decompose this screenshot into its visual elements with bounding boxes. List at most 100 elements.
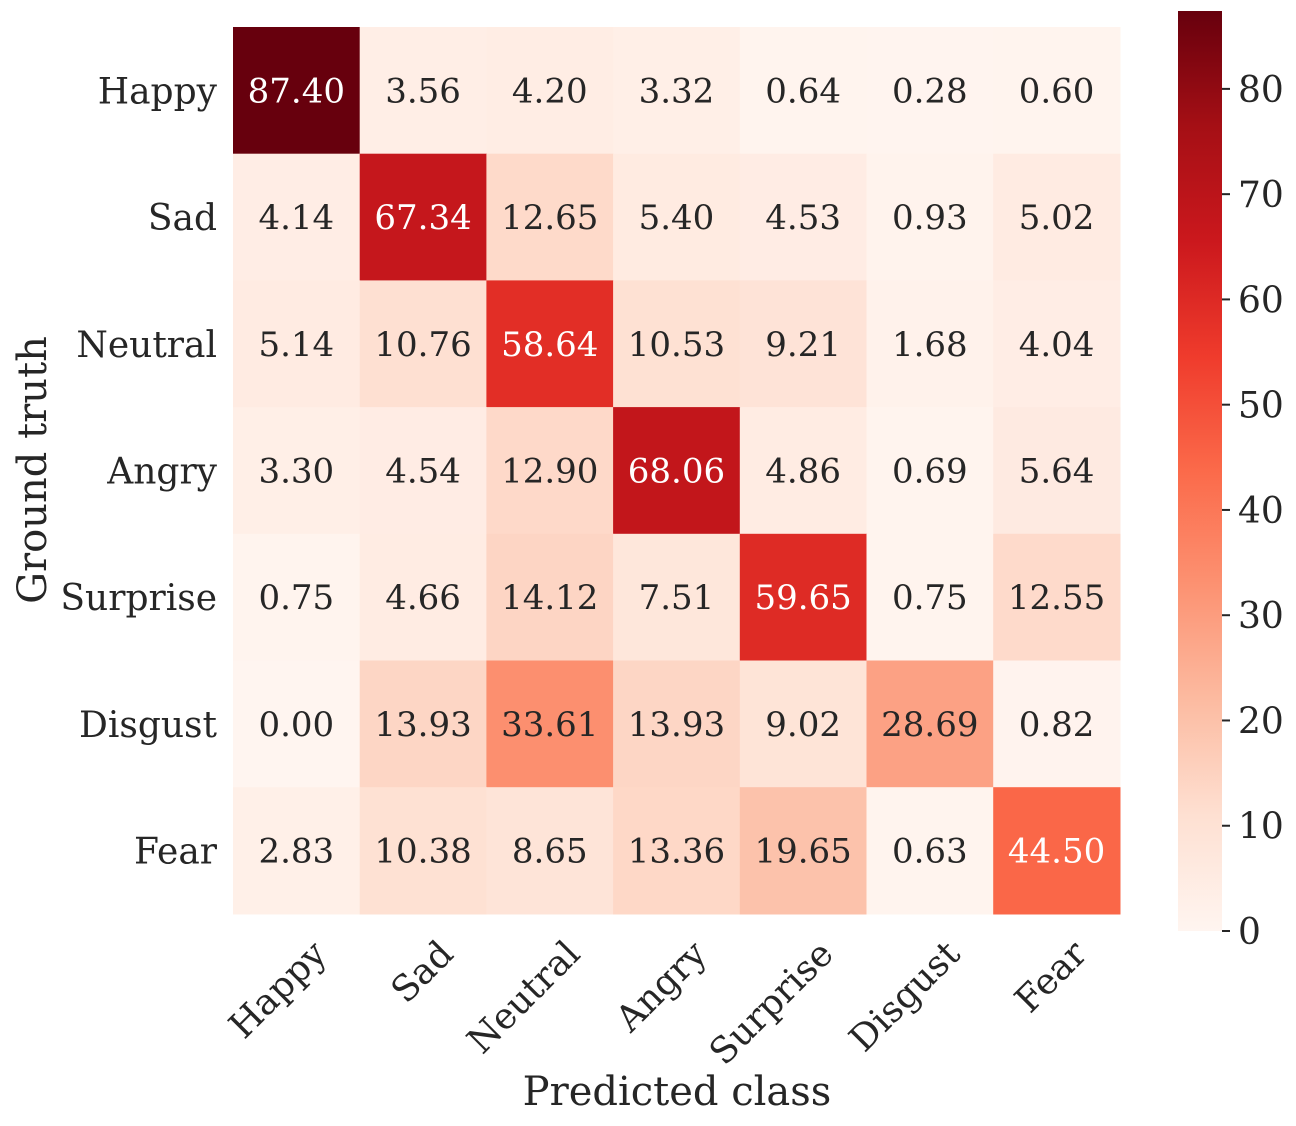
heatmap-cell [233,533,361,662]
heatmap-cell-value: 5.14 [258,325,334,365]
heatmap-cell-value: 7.51 [639,578,715,618]
heatmap-cell-value: 3.32 [639,71,715,111]
heatmap-cell-value: 4.53 [765,198,841,238]
heatmap-cell [866,280,994,408]
heatmap-cell [486,660,614,788]
heatmap-cell [739,27,868,155]
heatmap-cell [613,153,741,281]
heatmap-cell [359,660,487,788]
heatmap-cell-value: 14.12 [501,578,598,618]
colorbar-tick-label: 10 [1238,807,1284,848]
colorbar-tick-label: 40 [1238,491,1284,532]
heatmap-cell [866,533,994,662]
heatmap-cell [866,660,994,788]
colorbar-tick-label: 60 [1238,280,1284,321]
heatmap-cell [613,407,741,535]
heatmap-cell-value: 0.75 [258,578,334,618]
y-axis-label: Ground truth [10,336,56,604]
colorbar-tick-label: 70 [1238,175,1284,216]
heatmap-cell [993,660,1121,788]
heatmap-cell [613,280,741,408]
heatmap-cell-value: 9.21 [765,325,841,365]
heatmap-cell [486,533,614,662]
heatmap-cell-value: 5.64 [1019,451,1095,491]
heatmap-cell-value: 4.20 [512,71,588,111]
heatmap-cell-value: 13.93 [628,705,725,745]
heatmap-cell-value: 44.50 [1008,832,1105,872]
heatmap-cell-value: 13.93 [374,705,471,745]
colorbar-tick-labels: 0 10 20 30 40 50 60 70 80 [1222,70,1284,953]
heatmap-cell [993,407,1121,535]
y-tick-label: Disgust [79,705,218,746]
heatmap-cell [233,153,361,281]
heatmap-cell-value: 3.30 [258,451,334,491]
heatmap-cell [613,533,741,662]
heatmap-cell [359,407,487,535]
heatmap-cell-value: 4.04 [1019,325,1095,365]
y-tick-label: Fear [134,832,218,873]
heatmap-cell-value: 68.06 [628,451,725,491]
heatmap-cell [486,280,614,408]
heatmap-cell-value: 4.14 [258,198,334,238]
heatmap-cell [739,407,868,535]
heatmap-cell-value: 10.38 [374,832,471,872]
heatmap-cell-value: 0.82 [1019,705,1095,745]
heatmap-cell-value: 8.65 [512,832,588,872]
x-tick-label: Sad [384,933,462,1011]
x-axis-label: Predicted class [523,1069,832,1115]
heatmap-cell [613,787,741,915]
heatmap-cell [233,280,361,408]
heatmap-cell-value: 4.54 [385,451,461,491]
colorbar-tick-label: 30 [1238,596,1284,637]
colorbar-tick-label: 20 [1238,701,1284,742]
x-tick-label: Happy [221,933,335,1047]
heatmap-cell [993,153,1121,281]
heatmap-cell-value: 87.40 [248,71,345,111]
heatmap-cell [233,787,361,915]
heatmap-cell [993,533,1121,662]
heatmap-cell [866,407,994,535]
heatmap-cell-value: 2.83 [258,832,334,872]
colorbar-tick-label: 50 [1238,386,1284,427]
y-tick-label: Sad [148,198,217,239]
heatmap-cell-labels: 87.40 3.56 4.20 3.32 0.64 0.28 0.60 4.14 67.34 12… [248,71,1106,871]
heatmap-cell-value: 33.61 [501,705,598,745]
colorbar-tick-label: 0 [1238,912,1261,953]
y-tick-label: Surprise [60,578,217,619]
heatmap-cell [739,153,868,281]
heatmap-cell [486,153,614,281]
x-tick-label: Surprise [702,933,842,1073]
x-tick-label: Angry [608,933,716,1041]
heatmap-cell [866,787,994,915]
heatmap-cell-value: 13.36 [628,832,725,872]
heatmap-cell-value: 3.56 [385,71,461,111]
heatmap-cell-value: 0.00 [258,705,334,745]
heatmap-cell-value: 5.40 [639,198,715,238]
heatmap-cell [866,153,994,281]
heatmap-cells [233,27,1121,915]
heatmap-cell-value: 12.65 [501,198,598,238]
y-axis-tick-labels: Happy Sad Neutral Angry Surprise Disgust Fear [60,71,217,872]
heatmap-cell-value: 12.55 [1008,578,1105,618]
heatmap-cell [359,533,487,662]
y-tick-label: Neutral [76,325,217,366]
x-tick-label: Disgust [842,933,969,1060]
y-tick-label: Angry [106,451,217,492]
heatmap-cell [233,660,361,788]
heatmap-cell [866,27,994,155]
heatmap-cell-value: 1.68 [892,325,968,365]
heatmap-cell-value: 4.86 [765,451,841,491]
heatmap-cell [359,280,487,408]
heatmap-cell-value: 0.64 [765,71,841,111]
heatmap-cell [993,280,1121,408]
heatmap-cell-value: 4.66 [385,578,461,618]
heatmap-cell [993,27,1121,155]
heatmap-cell [613,660,741,788]
heatmap-cell-value: 10.53 [628,325,725,365]
heatmap-cell-value: 12.90 [501,451,598,491]
heatmap-cell-value: 0.69 [892,451,968,491]
heatmap-cell [359,787,487,915]
colorbar [1178,11,1222,931]
heatmap-cell-value: 10.76 [374,325,471,365]
